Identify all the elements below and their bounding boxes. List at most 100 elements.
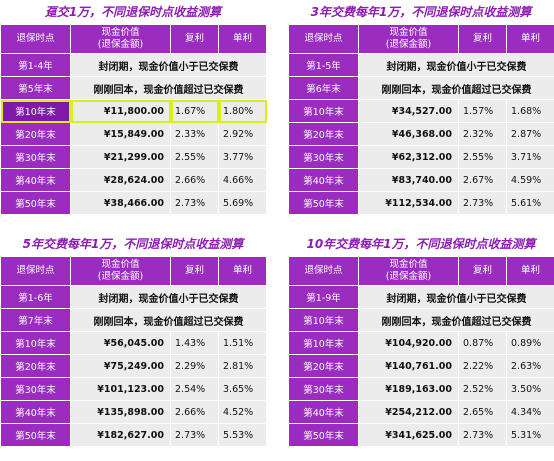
header-cash-line2: (退保金额) [97,271,144,282]
cash-value: ¥140,761.00 [358,354,459,378]
compound-rate: 2.67% [458,168,507,192]
row-label: 第10年末 [0,331,71,355]
table-header: 退保时点 现金价值 (退保金额) 复利 单利 [0,256,267,286]
header-compound: 复利 [170,24,219,54]
row-label: 第40年末 [288,400,359,424]
table-header: 退保时点 现金价值 (退保金额) 复利 单利 [288,256,554,286]
row-label: 第50年末 [0,423,71,447]
header-cash-line1: 现金价值 [101,259,140,270]
header-compound: 复利 [458,24,507,54]
cash-value: ¥34,527.00 [358,99,459,123]
simple-rate: 3.50% [506,377,554,401]
panel-10-year-pay: 10年交费每年1万，不同退保时点收益测算 退保时点 现金价值 (退保金额) 复利 单利 第1… [288,232,554,447]
compound-rate: 2.22% [458,354,507,378]
cash-value: ¥83,740.00 [358,168,459,192]
compound-rate: 2.33% [170,122,219,146]
table-row-closed: 第5年末 刚刚回本，现金价值超过已交保费 [0,76,267,100]
simple-rate: 0.89% [506,331,554,355]
compound-rate: 2.32% [458,122,507,146]
row-label: 第30年末 [288,145,359,169]
table-row: 第50年末 ¥112,534.00 2.73% 5.61% [288,191,554,215]
table-row-closed: 第6年末 刚刚回本，现金价值超过已交保费 [288,76,554,100]
row-message: 封闭期，现金价值小于已交保费 [70,285,267,309]
simple-rate: 2.92% [218,122,267,146]
header-compound: 复利 [458,256,507,286]
row-message: 刚刚回本，现金价值超过已交保费 [70,308,267,332]
panel-lump-sum: 趸交1万，不同退保时点收益测算 退保时点 现金价值 (退保金额) 复利 单利 第1-4年 封闭… [0,0,267,215]
simple-rate: 3.77% [218,145,267,169]
header-time: 退保时点 [288,24,359,54]
header-simple: 单利 [506,256,554,286]
cash-value: ¥56,045.00 [70,331,171,355]
cash-value: ¥15,849.00 [70,122,171,146]
row-label: 第30年末 [0,377,71,401]
table-row-closed: 第1-9年 封闭期，现金价值小于已交保费 [288,285,554,309]
header-cash-line2: (退保金额) [97,39,144,50]
table-row-closed: 第10年末 刚刚回本，现金价值超过已交保费 [288,308,554,332]
compound-rate: 2.73% [170,191,219,215]
header-cash-line1: 现金价值 [389,259,428,270]
simple-rate: 5.69% [218,191,267,215]
compound-rate: 2.73% [458,191,507,215]
header-cash-line1: 现金价值 [389,27,428,38]
table-row: 第10年末 ¥104,920.00 0.87% 0.89% [288,331,554,355]
cash-value: ¥62,312.00 [358,145,459,169]
cash-value: ¥135,898.00 [70,400,171,424]
compound-rate: 2.66% [170,400,219,424]
table-row: 第50年末 ¥182,627.00 2.73% 5.53% [0,423,267,447]
cash-value: ¥189,163.00 [358,377,459,401]
row-message: 刚刚回本，现金价值超过已交保费 [70,76,267,100]
row-label: 第20年末 [288,354,359,378]
header-cash-value: 现金价值 (退保金额) [358,24,459,54]
table-row: 第30年末 ¥189,163.00 2.52% 3.50% [288,377,554,401]
cash-value: ¥104,920.00 [358,331,459,355]
row-label: 第40年末 [0,168,71,192]
header-cash-value: 现金价值 (退保金额) [70,24,171,54]
row-label: 第5年末 [0,76,71,100]
compound-rate: 2.73% [170,423,219,447]
row-label: 第50年末 [288,423,359,447]
row-label: 第6年末 [288,76,359,100]
cash-value: ¥28,624.00 [70,168,171,192]
row-label: 第20年末 [0,354,71,378]
row-label: 第10年末 [288,308,359,332]
table-row: 第20年末 ¥46,368.00 2.32% 2.87% [288,122,554,146]
row-label: 第10年末 [288,99,359,123]
row-label: 第10年末 [0,99,71,123]
row-message: 封闭期，现金价值小于已交保费 [358,53,554,77]
table-row: 第30年末 ¥62,312.00 2.55% 3.71% [288,145,554,169]
row-message: 封闭期，现金价值小于已交保费 [358,285,554,309]
row-label: 第40年末 [288,168,359,192]
table-row-closed: 第1-5年 封闭期，现金价值小于已交保费 [288,53,554,77]
panel-title: 趸交1万，不同退保时点收益测算 [44,5,222,19]
simple-rate: 4.59% [506,168,554,192]
compound-rate: 0.87% [458,331,507,355]
header-time: 退保时点 [288,256,359,286]
table-row-closed: 第7年末 刚刚回本，现金价值超过已交保费 [0,308,267,332]
simple-rate: 3.71% [506,145,554,169]
compound-rate: 2.55% [170,145,219,169]
cash-value: ¥21,299.00 [70,145,171,169]
surrender-table: 退保时点 现金价值 (退保金额) 复利 单利 第1-5年 封闭期，现金价值小于已交保费 第6年… [288,24,554,215]
surrender-table: 退保时点 现金价值 (退保金额) 复利 单利 第1-6年 封闭期，现金价值小于已交保费 第7年… [0,256,267,447]
row-label: 第50年末 [288,191,359,215]
cash-value: ¥11,800.00 [70,99,171,123]
simple-rate: 2.81% [218,354,267,378]
table-row-closed: 第1-6年 封闭期，现金价值小于已交保费 [0,285,267,309]
row-label: 第10年末 [288,331,359,355]
simple-rate: 5.31% [506,423,554,447]
simple-rate: 4.34% [506,400,554,424]
header-cash-value: 现金价值 (退保金额) [70,256,171,286]
simple-rate: 4.52% [218,400,267,424]
simple-rate: 1.51% [218,331,267,355]
panel-title: 5年交费每年1万，不同退保时点收益测算 [22,237,244,251]
table-row: 第20年末 ¥75,249.00 2.29% 2.81% [0,354,267,378]
header-simple: 单利 [506,24,554,54]
table-row: 第30年末 ¥21,299.00 2.55% 3.77% [0,145,267,169]
row-label: 第20年末 [0,122,71,146]
row-message: 封闭期，现金价值小于已交保费 [70,53,267,77]
compound-rate: 1.57% [458,99,507,123]
table-row-closed: 第1-4年 封闭期，现金价值小于已交保费 [0,53,267,77]
row-label: 第50年末 [0,191,71,215]
simple-rate: 5.53% [218,423,267,447]
